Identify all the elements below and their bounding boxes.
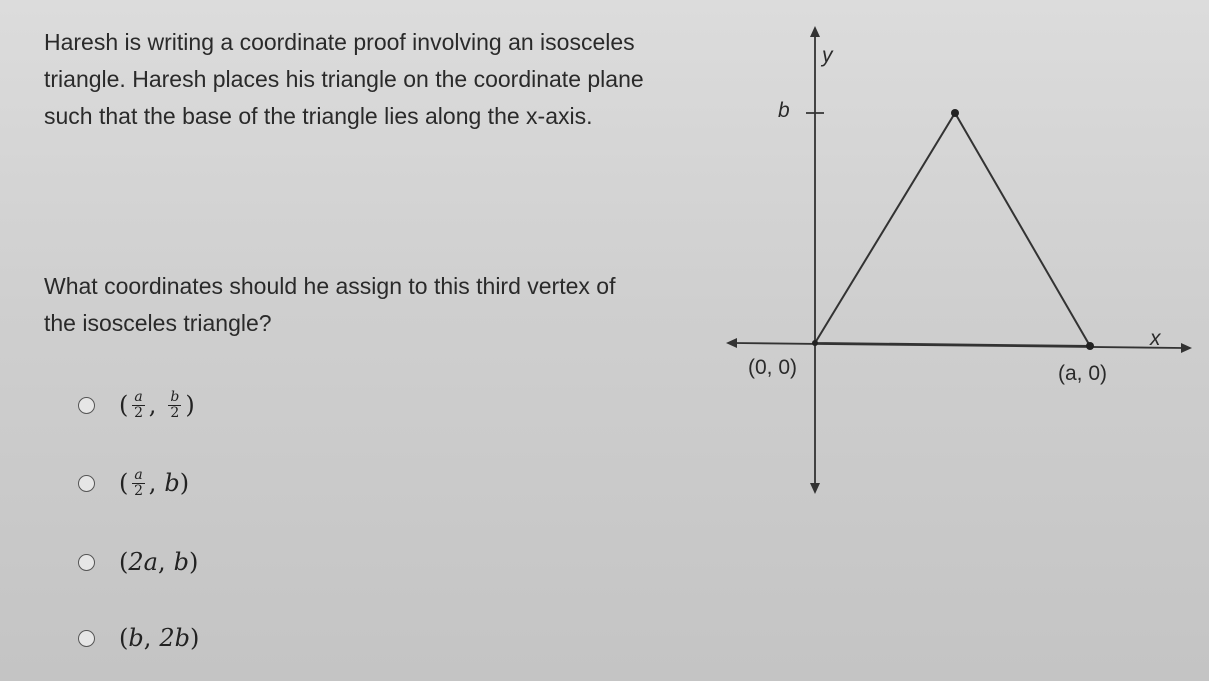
coordinate: 2b [159,624,191,652]
vertex [812,340,818,346]
option: ( b , 2b ) [78,618,199,658]
axes [733,34,1185,486]
b-label: b [778,99,790,122]
radio-button[interactable] [78,553,95,571]
paren: ) [185,391,195,419]
numerator: a [132,466,145,484]
paren: ( [119,469,129,497]
paren: ( [119,548,129,576]
comma: , [148,469,157,497]
arrow-right [1181,343,1192,353]
coordinate: 2a [128,548,158,576]
paren: ) [179,469,190,497]
paren: ) [188,548,199,576]
coordinate: b [173,548,189,576]
radio-button[interactable] [78,474,95,492]
comma: , [157,548,166,576]
arrow-down [810,483,820,494]
option-math: ( b , 2b ) [119,624,199,652]
paren: ( [119,624,129,652]
vertex [951,109,959,117]
vertex [1086,342,1094,350]
arrow-left [726,338,737,348]
y-axis-label: y [820,44,834,67]
arrow-up [810,26,820,37]
option-math: ( 2a , b ) [119,548,198,576]
comma: , [148,391,157,419]
triangle [813,111,1092,348]
question-prompt: What coordinates should he assign to thi… [44,273,616,336]
a-label: (a, 0) [1058,362,1107,385]
paren: ( [119,391,129,419]
numerator: b [168,388,182,406]
denominator: 2 [134,482,144,499]
origin-label: (0, 0) [748,356,797,379]
coordinate: b [164,469,180,497]
x-axis-label: x [1149,327,1162,350]
denominator: 2 [134,404,144,421]
radio-button[interactable] [78,396,95,414]
question-text: Haresh is writing a coordinate proof inv… [44,29,644,129]
arrowheads [726,26,1192,494]
numerator: a [132,388,145,406]
paren: ) [190,624,200,652]
denominator: 2 [170,404,180,421]
radio-button[interactable] [78,629,95,647]
option: ( 2a , b ) [78,542,198,582]
comma: , [143,624,152,652]
coordinate: b [128,624,144,652]
